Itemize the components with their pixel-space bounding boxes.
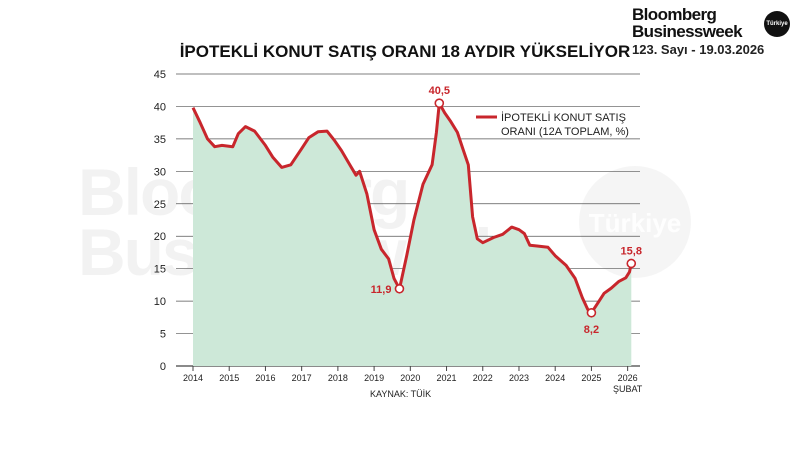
- annotation-marker: [434, 98, 445, 108]
- watermark-badge-text: Türkiye: [589, 208, 682, 238]
- x-tick-label: 2016: [255, 373, 275, 383]
- legend-label-line2: ORANI (12A TOPLAM, %): [501, 126, 629, 138]
- x-tick-label: 2018: [328, 373, 348, 383]
- annotation-label: 40,5: [429, 85, 450, 97]
- x-tick-label: 2025: [581, 373, 601, 383]
- x-tick-label: 2023: [509, 373, 529, 383]
- brand-logo: Bloomberg Businessweek Türkiye: [632, 6, 792, 66]
- x-tick-label: 2014: [183, 373, 203, 383]
- annotation-label: 11,9: [371, 284, 392, 296]
- x-tick-label: 2026: [618, 373, 638, 383]
- y-tick-label: 10: [154, 296, 166, 308]
- annotation-label: 15,8: [621, 245, 642, 257]
- legend: İPOTEKLİ KONUT SATIŞ ORANI (12A TOPLAM, …: [476, 111, 629, 138]
- x-tick-label: 2017: [292, 373, 312, 383]
- x-tick-label: 2022: [473, 373, 493, 383]
- y-tick-label: 45: [154, 69, 166, 81]
- legend-label-line1: İPOTEKLİ KONUT SATIŞ: [501, 111, 626, 124]
- x-tick-sublabel: ŞUBAT: [613, 384, 643, 394]
- brand-badge: Türkiye: [764, 11, 790, 37]
- annotation-marker: [394, 283, 405, 294]
- brand-name-line2: Businessweek: [632, 22, 743, 41]
- chart-title: İPOTEKLİ KONUT SATIŞ ORANI 18 AYDIR YÜKS…: [180, 42, 631, 61]
- x-tick-label: 2021: [437, 373, 457, 383]
- x-tick-label: 2020: [400, 373, 420, 383]
- watermark-badge-circle: [579, 166, 691, 278]
- y-tick-label: 15: [154, 264, 166, 276]
- source-label: KAYNAK: TÜİK: [370, 389, 431, 399]
- y-tick-label: 20: [154, 231, 166, 243]
- brand-name-line1: Bloomberg: [632, 5, 717, 24]
- y-tick-label: 30: [154, 166, 166, 178]
- annotation-label: 8,2: [584, 324, 599, 336]
- issue-label: 123. Sayı - 19.03.2026: [632, 42, 765, 57]
- y-axis: 0 5 10 15 20 25 30 35 40 45: [154, 69, 166, 373]
- x-axis: 2014 2015 2016 2017 2018 2019 2020 2021 2022 2023…: [183, 366, 643, 394]
- annotations: 40,5 11,9 8,2 15,8: [371, 85, 642, 336]
- x-tick-label: 2019: [364, 373, 384, 383]
- y-tick-label: 40: [154, 101, 166, 113]
- annotation-marker: [626, 258, 637, 269]
- y-tick-label: 0: [160, 361, 166, 373]
- x-tick-label: 2015: [219, 373, 239, 383]
- annotation-marker: [586, 307, 597, 318]
- y-tick-label: 5: [160, 329, 166, 341]
- y-tick-label: 25: [154, 199, 166, 211]
- y-tick-label: 35: [154, 134, 166, 146]
- series-line: [191, 101, 633, 315]
- x-tick-label: 2024: [545, 373, 565, 383]
